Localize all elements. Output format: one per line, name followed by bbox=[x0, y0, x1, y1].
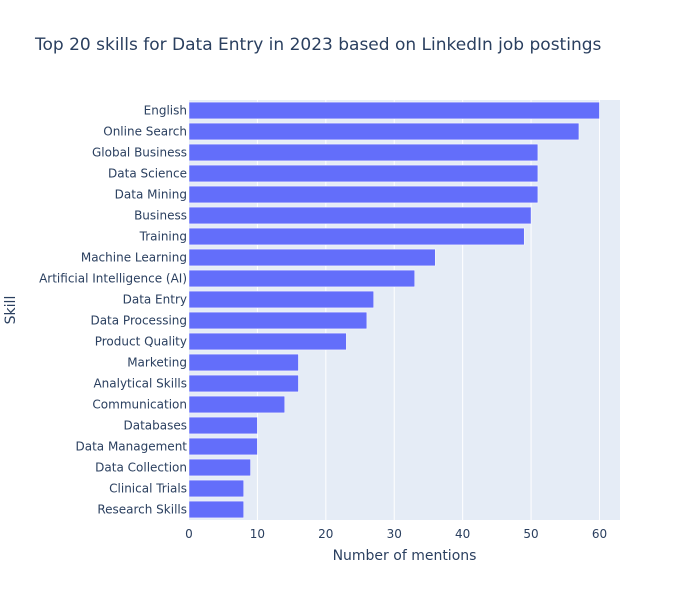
x-tick-label: 40 bbox=[455, 527, 470, 541]
y-tick-labels: English Online Search Global Business Data … bbox=[39, 104, 187, 517]
bar[interactable] bbox=[188, 437, 258, 456]
y-tick-label: Data Science bbox=[108, 167, 187, 181]
y-tick-label: Artificial Intelligence (AI) bbox=[39, 272, 187, 286]
bar[interactable] bbox=[188, 269, 416, 288]
y-tick-label: Data Mining bbox=[115, 188, 187, 202]
bar[interactable] bbox=[188, 248, 436, 267]
y-tick-label: Training bbox=[139, 230, 187, 244]
bars-group bbox=[188, 101, 600, 519]
y-axis-label: Skill bbox=[3, 296, 19, 325]
x-axis-label: Number of mentions bbox=[333, 548, 477, 564]
y-tick-label: Global Business bbox=[92, 146, 187, 160]
x-tick-label: 0 bbox=[185, 527, 193, 541]
y-tick-label: Data Collection bbox=[95, 461, 187, 475]
bar[interactable] bbox=[188, 332, 347, 351]
x-tick-label: 30 bbox=[387, 527, 402, 541]
x-tick-label: 20 bbox=[318, 527, 333, 541]
bar[interactable] bbox=[188, 143, 539, 162]
bar[interactable] bbox=[188, 101, 600, 120]
y-tick-label: Data Management bbox=[75, 440, 187, 454]
bar[interactable] bbox=[188, 479, 244, 498]
y-tick-label: Marketing bbox=[127, 356, 187, 370]
bar[interactable] bbox=[188, 458, 251, 477]
bar[interactable] bbox=[188, 164, 539, 183]
y-tick-label: English bbox=[144, 104, 187, 118]
bar[interactable] bbox=[188, 416, 258, 435]
y-tick-label: Online Search bbox=[103, 125, 187, 139]
bar[interactable] bbox=[188, 227, 525, 246]
x-tick-labels: 0 10 20 30 40 50 60 bbox=[185, 527, 607, 541]
bar[interactable] bbox=[188, 206, 532, 225]
bar[interactable] bbox=[188, 122, 580, 141]
x-tick-label: 50 bbox=[523, 527, 538, 541]
y-tick-label: Data Processing bbox=[90, 314, 187, 328]
y-tick-label: Business bbox=[134, 209, 187, 223]
y-tick-label: Research Skills bbox=[97, 503, 187, 517]
y-tick-label: Clinical Trials bbox=[109, 482, 187, 496]
y-tick-label: Communication bbox=[92, 398, 187, 412]
bar[interactable] bbox=[188, 311, 368, 330]
y-tick-label: Data Entry bbox=[123, 293, 187, 307]
x-tick-label: 60 bbox=[592, 527, 607, 541]
bar[interactable] bbox=[188, 395, 286, 414]
bar[interactable] bbox=[188, 290, 374, 309]
bar[interactable] bbox=[188, 185, 539, 204]
bar[interactable] bbox=[188, 353, 299, 372]
bar[interactable] bbox=[188, 500, 244, 519]
y-tick-label: Analytical Skills bbox=[93, 377, 187, 391]
plot-area bbox=[189, 100, 620, 520]
chart-title: Top 20 skills for Data Entry in 2023 bas… bbox=[34, 35, 602, 55]
bar[interactable] bbox=[188, 374, 299, 393]
y-tick-label: Product Quality bbox=[95, 335, 187, 349]
x-tick-label: 10 bbox=[250, 527, 265, 541]
y-tick-label: Databases bbox=[123, 419, 187, 433]
y-tick-label: Machine Learning bbox=[81, 251, 187, 265]
